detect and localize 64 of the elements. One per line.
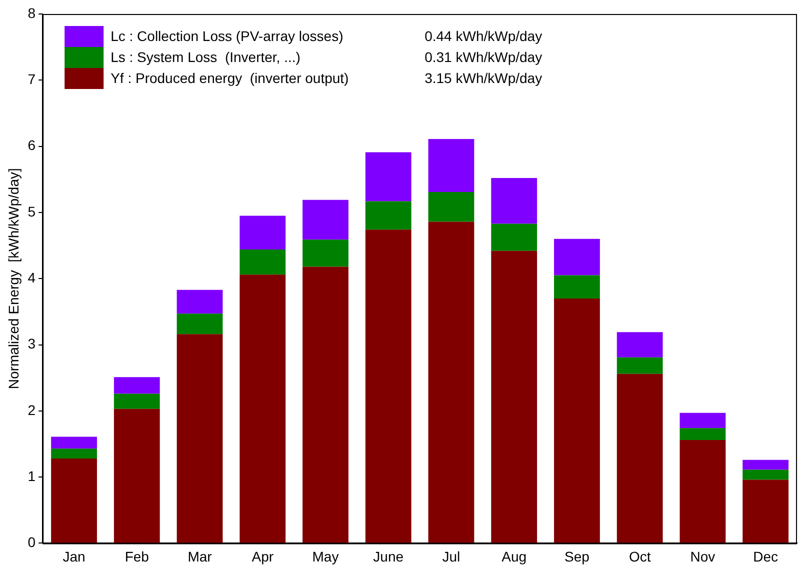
bar xyxy=(114,408,160,543)
bar xyxy=(491,224,538,251)
bar xyxy=(176,290,223,314)
bar xyxy=(428,222,474,543)
bar xyxy=(365,152,412,202)
bar xyxy=(554,275,600,298)
y-tick-label: 4 xyxy=(28,269,36,286)
bar xyxy=(240,216,286,250)
bar xyxy=(491,250,538,543)
bar xyxy=(742,480,789,543)
bar xyxy=(240,249,286,275)
bar xyxy=(365,230,412,543)
annotation: 0.31 kWh/kWp/day xyxy=(424,48,542,65)
x-tick-label: June xyxy=(373,548,404,564)
bar xyxy=(616,332,663,358)
y-axis-title: Normalized Energy [kWh/kWp/day] xyxy=(5,168,22,390)
bar xyxy=(302,240,348,267)
bar xyxy=(302,200,348,240)
bar xyxy=(302,266,348,543)
bar xyxy=(51,448,97,459)
x-tick-label: Nov xyxy=(690,548,716,564)
x-tick-label: Jan xyxy=(62,548,86,564)
bar xyxy=(680,428,726,440)
x-tick-label: Mar xyxy=(188,548,212,564)
annotation: 3.15 kWh/kWp/day xyxy=(424,70,542,86)
bar xyxy=(428,139,474,192)
annotation: 0.44 kWh/kWp/day xyxy=(424,28,542,44)
y-tick-label: 8 xyxy=(28,4,36,21)
bar xyxy=(114,394,160,409)
bar xyxy=(365,201,412,230)
bar xyxy=(680,440,726,543)
x-tick-label: Feb xyxy=(124,548,150,564)
y-tick-label: 6 xyxy=(28,137,36,154)
bar xyxy=(680,412,726,428)
bar xyxy=(51,436,97,449)
y-tick-label: 7 xyxy=(28,71,36,88)
bar xyxy=(240,274,286,543)
x-tick-label: Apr xyxy=(252,548,274,564)
bar xyxy=(491,178,538,224)
x-tick-label: Aug xyxy=(502,548,527,564)
legend-label: Ls : System Loss (Inverter, ...) xyxy=(110,48,300,65)
bar xyxy=(554,238,600,276)
bar xyxy=(616,357,663,374)
legend-label: Yf : Produced energy (inverter output) xyxy=(110,70,349,86)
y-tick-label: 1 xyxy=(28,468,36,484)
legend-label: Lc : Collection Loss (PV-array losses) xyxy=(110,28,344,44)
x-tick-label: Jul xyxy=(442,548,460,564)
y-tick-label: 3 xyxy=(28,336,36,352)
x-tick-label: Sep xyxy=(564,548,590,564)
x-tick-label: Oct xyxy=(628,548,651,564)
bar xyxy=(554,298,600,543)
bar xyxy=(428,192,474,222)
bar xyxy=(114,377,160,394)
bar xyxy=(616,374,663,543)
y-tick-label: 2 xyxy=(28,402,36,418)
bar xyxy=(51,458,97,543)
bar xyxy=(742,460,789,470)
y-tick-label: 0 xyxy=(28,534,36,550)
bar xyxy=(176,334,223,543)
bar xyxy=(176,314,223,334)
y-tick-label: 5 xyxy=(28,203,36,220)
bar xyxy=(742,470,789,480)
x-tick-label: May xyxy=(312,548,339,564)
x-tick-label: Dec xyxy=(753,548,778,564)
